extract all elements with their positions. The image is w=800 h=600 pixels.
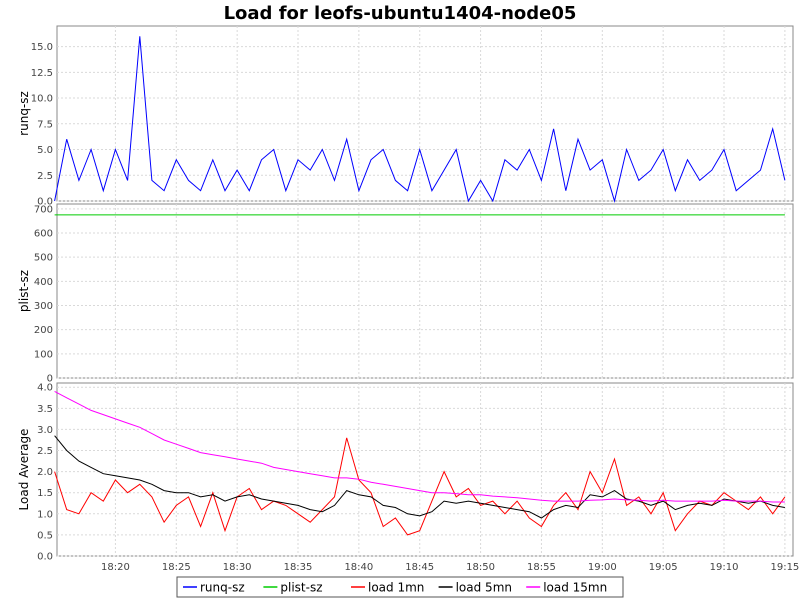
x-tick-label: 18:20 [101, 562, 130, 573]
y-tick-label: 2.5 [37, 171, 53, 182]
legend-entry: runq-sz [183, 581, 245, 595]
x-tick-label: 19:15 [770, 562, 799, 573]
panel-2: 0.0 0.5 1.0 1.5 2.0 2.5 3.0 3.5 4.0 Load Average [17, 382, 794, 563]
y-tick-label: 2.0 [37, 467, 53, 478]
y-tick-label: 5.0 [37, 145, 53, 156]
y-tick-label: 1.5 [37, 488, 53, 499]
y-tick-label: 600 [34, 229, 53, 240]
panel-1: 0 100 200 300 400 500 600 700 plist-sz [17, 203, 794, 385]
y-tick-label: 400 [34, 277, 53, 288]
y-tick-label: 3.5 [37, 404, 53, 415]
legend-label: load 5mn [456, 581, 512, 595]
plot-area [56, 382, 794, 557]
y-tick-label: 300 [34, 301, 53, 312]
legend-label: runq-sz [200, 581, 245, 595]
x-tick-label: 19:00 [588, 562, 617, 573]
chart-title: Load for leofs-ubuntu1404-node05 [224, 3, 577, 24]
y-axis-label: Load Average [17, 429, 31, 511]
x-tick-label: 18:50 [466, 562, 495, 573]
legend-entry: plist-sz [263, 581, 323, 595]
series-line-load-5mn [54, 435, 785, 519]
plot-area [56, 25, 794, 202]
x-tick-label: 18:55 [527, 562, 556, 573]
y-axis-label: plist-sz [17, 270, 31, 312]
x-tick-label: 18:35 [284, 562, 313, 573]
y-axis-label: runq-sz [17, 91, 31, 136]
y-tick-label: 15.0 [31, 42, 53, 53]
x-tick-label: 19:05 [649, 562, 678, 573]
x-tick-label: 18:45 [405, 562, 434, 573]
legend-entry: load 15mn [526, 581, 607, 595]
y-tick-label: 700 [34, 204, 53, 215]
series-line-runq-sz [54, 36, 786, 203]
y-tick-label: 1.0 [37, 509, 53, 520]
series-line-load-1mn [54, 437, 786, 536]
y-tick-label: 0 [47, 374, 53, 385]
legend-label: load 1mn [368, 581, 424, 595]
legend-entry: load 1mn [351, 581, 424, 595]
y-tick-label: 0.5 [37, 530, 53, 541]
y-tick-label: 2.5 [37, 446, 53, 457]
x-tick-label: 18:30 [223, 562, 252, 573]
x-tick-label: 19:10 [710, 562, 739, 573]
legend-entry: load 5mn [438, 581, 512, 595]
y-tick-label: 4.0 [37, 383, 53, 394]
panel-0: 0.0 2.5 5.0 7.5 10.0 12.5 15.0 runq-sz [17, 25, 794, 208]
y-tick-label: 100 [34, 349, 53, 360]
y-tick-label: 0.0 [37, 197, 53, 208]
y-tick-label: 7.5 [37, 119, 53, 130]
x-tick-label: 18:40 [344, 562, 373, 573]
series-line-load-15mn [54, 390, 785, 503]
y-tick-label: 0.0 [37, 552, 53, 563]
x-tick-label: 18:25 [162, 562, 191, 573]
legend-label: plist-sz [280, 581, 322, 595]
y-tick-label: 3.0 [37, 425, 53, 436]
y-tick-label: 500 [34, 253, 53, 264]
y-tick-label: 10.0 [31, 94, 53, 105]
plot-area [56, 203, 794, 379]
legend-label: load 15mn [543, 581, 607, 595]
legend-box [176, 576, 624, 598]
y-tick-label: 200 [34, 325, 53, 336]
y-tick-label: 12.5 [31, 68, 53, 79]
